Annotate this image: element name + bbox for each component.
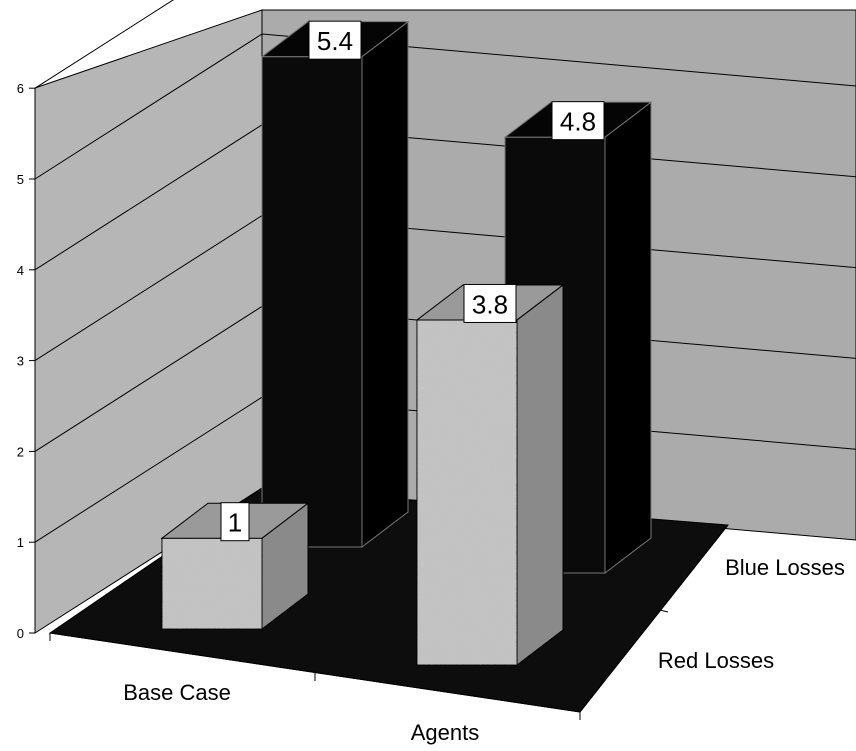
- y-tick-label: 0: [17, 626, 24, 641]
- data-label-box: [308, 20, 362, 60]
- bar-red-losses-0: [160, 502, 310, 631]
- y-tick-label: 2: [17, 444, 24, 459]
- data-label-red-0: 1: [220, 502, 250, 542]
- bar-blue-losses-0: [260, 20, 410, 549]
- data-label-text: 4.8: [560, 107, 596, 137]
- data-label-blue-1: 4.8: [551, 101, 605, 141]
- data-label-box: [463, 283, 517, 323]
- axis-ticks: 0 1 2 3 4 5 6: [17, 81, 669, 720]
- data-label-text: 3.8: [472, 289, 508, 319]
- bars: [160, 20, 653, 667]
- bar-side: [604, 101, 652, 575]
- data-label-text: 5.4: [317, 26, 353, 56]
- y-tick-label: 4: [17, 263, 24, 278]
- axis-tick-mark: [659, 609, 669, 613]
- y-tick-label: 5: [17, 172, 24, 187]
- depth-axis-line: [579, 524, 729, 713]
- x-tick-label-agents: Agents: [411, 720, 480, 745]
- bar-texture: [162, 538, 262, 629]
- bar-front: [261, 56, 363, 548]
- x-axis-line: [49, 632, 581, 713]
- data-label-box: [551, 101, 605, 141]
- bar-texture: [417, 319, 517, 665]
- x-tick-label-base-case: Base Case: [123, 680, 231, 705]
- bar-red-losses-1: [415, 283, 565, 667]
- depth-label-red-losses: Red Losses: [658, 648, 774, 673]
- gridline-5: [34, 33, 856, 180]
- data-label-text: 1: [228, 508, 242, 538]
- data-label-box: [220, 502, 250, 542]
- y-tick-label: 1: [17, 535, 24, 550]
- data-label-blue-0: 5.4: [308, 20, 362, 60]
- y-tick-label: 6: [17, 81, 24, 96]
- bar-side: [361, 20, 409, 549]
- gridline-6: [34, 0, 175, 89]
- depth-label-blue-losses: Blue Losses: [725, 555, 845, 580]
- y-tick-label: 3: [17, 354, 24, 369]
- labels: 5.4 4.8 1 3.8: [220, 20, 605, 542]
- data-label-red-1: 3.8: [463, 283, 517, 323]
- bar-side: [516, 283, 564, 667]
